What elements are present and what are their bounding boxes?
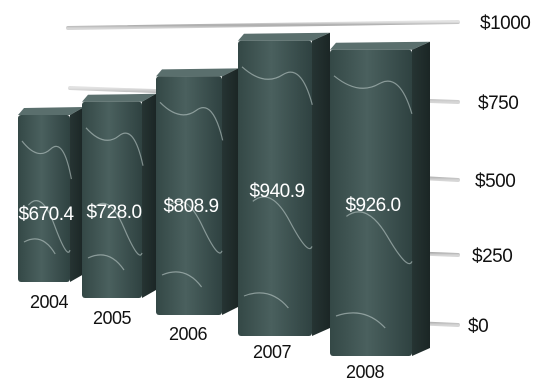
bar-side (222, 68, 238, 315)
y-tick-label: $750 (478, 93, 518, 114)
y-tick-label: $0 (468, 316, 488, 337)
marble-vein (335, 312, 386, 329)
marble-vein (243, 292, 289, 309)
marble-vein (23, 238, 56, 255)
bar-top (156, 68, 238, 77)
marble-vein (27, 200, 71, 253)
bar-side (412, 41, 430, 356)
marble-vein (85, 127, 144, 166)
x-tick-label: 2004 (30, 292, 69, 312)
bar-side (312, 32, 330, 337)
bar-front (82, 101, 142, 298)
y-tick-label: $500 (475, 171, 515, 192)
marble-vein (159, 101, 224, 141)
bars (18, 32, 430, 356)
y-tick-label: $1000 (480, 13, 530, 34)
marble-vein (87, 254, 125, 271)
bar-front (330, 49, 412, 356)
bar (82, 93, 156, 298)
bar (238, 32, 330, 337)
bar-front (238, 40, 312, 337)
x-tick-label: 2005 (93, 308, 132, 328)
data-label: $808.9 (163, 196, 218, 217)
bar-side (70, 107, 84, 282)
bar-front (18, 115, 70, 282)
x-tick-label: 2008 (346, 362, 385, 382)
marble-vein (161, 271, 203, 288)
x-tick-label: 2006 (169, 324, 208, 344)
bar (330, 41, 430, 356)
gridline (66, 20, 460, 30)
bar-top (18, 107, 84, 116)
marble-vein (333, 75, 413, 114)
bar (156, 68, 238, 315)
bar-side (142, 93, 156, 298)
bar-top (82, 93, 156, 102)
bar (18, 107, 84, 282)
data-label: $926.0 (345, 195, 400, 216)
labels: $0 $250 $500 $750 $1000 $670.4 2004 $728.0 2005 $… (18, 13, 530, 382)
data-label: $670.4 (18, 204, 74, 225)
marble-vein (168, 200, 223, 254)
marble-vein (346, 211, 413, 265)
bar-top (238, 32, 330, 41)
bar-top (330, 41, 430, 50)
y-tick-label: $250 (472, 246, 512, 267)
marble-vein (93, 202, 143, 256)
marble-vein (252, 196, 313, 250)
x-tick-label: 2007 (253, 342, 292, 362)
bar-front (156, 76, 222, 315)
data-label: $940.9 (249, 181, 304, 202)
marble-vein (241, 66, 313, 105)
marble-vein (21, 140, 72, 180)
data-label: $728.0 (86, 202, 141, 223)
